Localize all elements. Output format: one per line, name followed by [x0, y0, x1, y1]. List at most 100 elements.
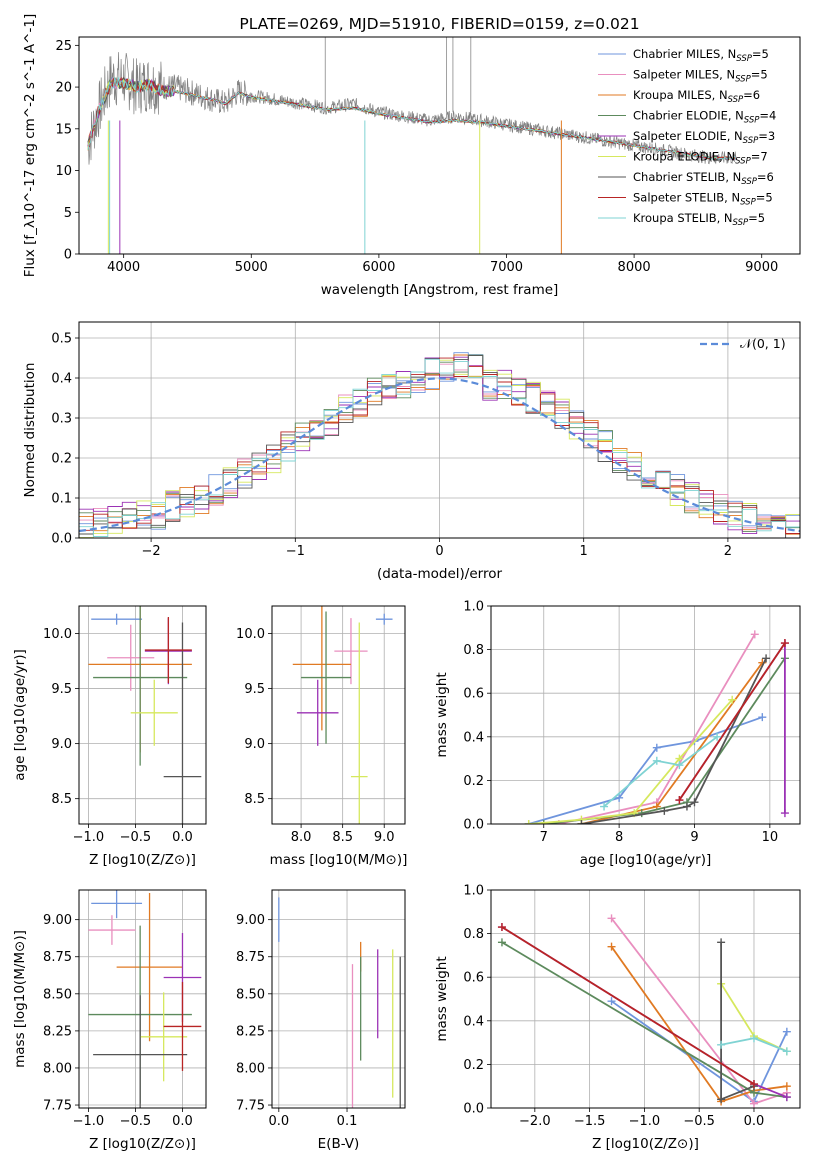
x-tick-label: 10	[762, 830, 779, 845]
axes-frame	[78, 605, 207, 825]
axes-age-vs-Z: −1.0 −0.5 0.0 8.5 9.0 9.5 10.0 Z [log10(Z/Z⊙)] a…	[12, 605, 207, 868]
point-marker	[675, 796, 684, 805]
x-tick-label: 0.1	[337, 1114, 358, 1129]
axes-frame	[271, 889, 406, 1109]
y-tick-label: 0.4	[463, 730, 484, 745]
x-tick-label: 0.0	[268, 1114, 289, 1129]
series-line	[610, 946, 788, 1103]
y-axis-label: mass weight	[434, 956, 450, 1041]
x-axis-label: (data-model)/error	[377, 566, 503, 582]
point-marker	[607, 914, 616, 923]
point-marker	[782, 1082, 791, 1091]
x-tick-label: 7000	[490, 260, 523, 275]
axes-mass-vs-EBV: 0.0 0.1 7.75 8.00 8.25 8.50 8.75 9.00 E(B-V)	[236, 889, 406, 1152]
point-marker	[782, 1047, 791, 1056]
histogram-step	[79, 358, 800, 538]
y-tick-label: 0	[64, 248, 72, 263]
x-tick-label: −0.5	[120, 1114, 152, 1129]
y-tick-label: 0.2	[463, 1058, 484, 1073]
y-axis-label: Flux [f_λ10^-17 erg cm^-2 s^-1 A^-1]	[22, 14, 38, 277]
x-tick-label: −1.0	[73, 1114, 105, 1129]
y-tick-label: 0.4	[463, 1014, 484, 1029]
legend-label: Kroupa MILES, NSSP=6	[633, 88, 760, 105]
y-tick-label: 9.00	[236, 913, 265, 928]
x-axis-label: mass [log10(M/M⊙)]	[270, 852, 408, 868]
y-tick-label: 8.5	[244, 792, 265, 807]
y-axis-label: mass [log10(M/M⊙)]	[12, 930, 28, 1068]
series-line	[501, 926, 755, 1085]
point-marker	[758, 713, 767, 722]
x-tick-label: −0.5	[120, 830, 152, 845]
y-tick-label: 0.8	[463, 643, 484, 658]
x-axis-label: wavelength [Angstrom, rest frame]	[321, 282, 559, 298]
axes-age-vs-mass: 8.0 8.5 9.0 8.5 9.0 9.5 10.0 mass [log10(M/M⊙)]	[236, 605, 408, 868]
point-marker	[780, 639, 789, 648]
plot-area-residuals	[79, 352, 800, 538]
point-marker	[728, 695, 737, 704]
x-tick-label: 8000	[618, 260, 651, 275]
x-tick-label: 9000	[745, 260, 778, 275]
plot-area-spectrum	[87, 37, 737, 254]
point-marker	[749, 1034, 758, 1043]
x-tick-label: −0.5	[683, 1114, 715, 1129]
point-marker	[717, 1095, 726, 1104]
y-tick-label: 9.0	[51, 737, 72, 752]
y-tick-label: 15	[55, 122, 72, 137]
chart-title: PLATE=0269, MJD=51910, FIBERID=0159, z=0…	[239, 15, 639, 33]
y-tick-label: 0.0	[51, 532, 72, 547]
series-line	[581, 662, 764, 824]
point-marker	[782, 1093, 791, 1102]
y-tick-label: 1.0	[463, 884, 484, 899]
x-axis-label: Z [log10(Z/Z⊙)]	[89, 1136, 196, 1152]
axes-massweight-vs-age: 7 8 9 10 0.0 0.2 0.4 0.6 0.8 1.0 age [log10(age/yr…	[434, 600, 801, 868]
plot-area-age-vs-Z	[88, 606, 202, 824]
axes-mass-vs-Z: −1.0 −0.5 0.0 7.75 8.00 8.25 8.50 8.75 9.00 Z [lo…	[12, 889, 207, 1152]
x-tick-label: 2	[724, 544, 732, 559]
y-tick-label: 7.75	[236, 1099, 265, 1114]
x-tick-label: −1	[286, 544, 305, 559]
point-marker	[607, 942, 616, 951]
y-tick-label: 0.0	[463, 1102, 484, 1117]
point-marker	[660, 806, 669, 815]
point-marker	[690, 798, 699, 807]
series-line	[603, 736, 718, 808]
x-tick-label: −2.0	[519, 1114, 551, 1129]
axes-massweight-vs-Z: −2.0 −1.5 −1.0 −0.5 0.0 0.0 0.2 0.4 0.6 0.8 1.0 Z […	[434, 884, 801, 1152]
legend-label: Salpeter MILES, NSSP=5	[633, 68, 768, 85]
y-tick-label: 0.8	[463, 927, 484, 942]
axes-frame	[490, 889, 801, 1109]
axes-spectrum: 4000 5000 6000 7000 8000 9000 0 5 10 15 20 25 wavele…	[22, 14, 801, 298]
y-tick-label: 9.00	[43, 913, 72, 928]
y-tick-label: 8.25	[43, 1024, 72, 1039]
axes-residuals: −2 −1 0 1 2 0.0 0.1 0.2 0.3 0.4 0.5 (data-model)/er…	[22, 321, 801, 582]
point-marker	[749, 1080, 758, 1089]
point-marker	[675, 761, 684, 770]
y-tick-label: 20	[55, 81, 72, 96]
point-marker	[717, 938, 726, 947]
x-tick-label: 8	[615, 830, 623, 845]
x-tick-label: 0.0	[172, 1114, 193, 1129]
y-tick-label: 10.0	[236, 627, 265, 642]
x-tick-label: 0.0	[172, 830, 193, 845]
y-tick-label: 10.0	[43, 627, 72, 642]
y-tick-label: 9.0	[244, 737, 265, 752]
x-tick-label: 1	[580, 544, 588, 559]
point-marker	[524, 820, 533, 824]
y-tick-label: 0.6	[463, 971, 484, 986]
y-tick-label: 0.3	[51, 412, 72, 427]
y-tick-label: 10	[55, 164, 72, 179]
y-tick-label: 9.5	[51, 682, 72, 697]
y-axis-label: mass weight	[434, 672, 450, 757]
x-axis-label: E(B-V)	[318, 1136, 360, 1152]
spectrum-model-curve	[87, 76, 737, 160]
y-tick-label: 8.75	[236, 950, 265, 965]
plot-area-mass-vs-Z	[88, 890, 202, 1108]
series-line	[678, 642, 786, 801]
y-tick-label: 8.25	[236, 1024, 265, 1039]
x-tick-label: 5000	[235, 260, 268, 275]
point-marker	[682, 802, 691, 811]
legend-label: Chabrier STELIB, NSSP=6	[633, 170, 774, 187]
x-tick-label: 4000	[107, 260, 140, 275]
point-marker	[652, 756, 661, 765]
y-tick-label: 8.75	[43, 950, 72, 965]
